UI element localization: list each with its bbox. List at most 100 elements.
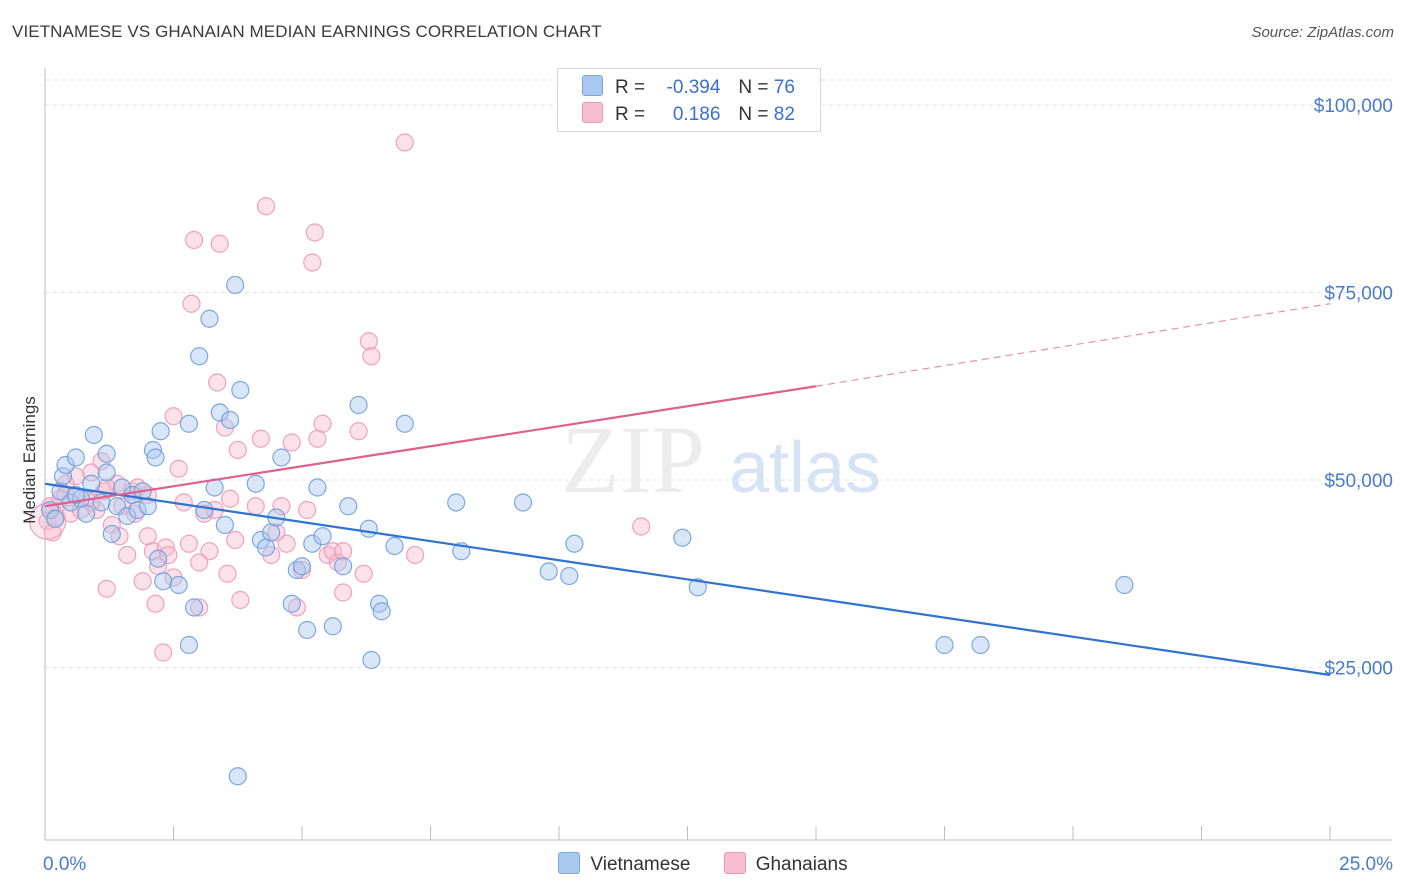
vietnamese-point — [349, 395, 368, 415]
vietnamese-point — [151, 422, 170, 441]
x-tick-label-min: 0.0% — [43, 854, 86, 875]
vietnamese-point — [339, 497, 358, 516]
vietnamese-point — [84, 425, 103, 445]
vietnamese-point — [200, 309, 219, 328]
ghanaians-point — [267, 523, 286, 542]
vietnamese-swatch — [558, 852, 581, 874]
vietnamese-point — [102, 524, 121, 544]
ghanaians-point — [118, 545, 137, 565]
vietnamese-point — [210, 403, 229, 422]
vietnamese-point — [220, 410, 240, 430]
ghanaians-point — [323, 542, 342, 561]
vietnamese-point — [118, 506, 137, 526]
vietnamese-point — [1115, 575, 1134, 595]
ghanaians-point — [359, 332, 378, 351]
ghanaians-point — [303, 253, 322, 272]
n-value: 76 — [773, 77, 795, 98]
correlation-legend: R = -0.394 N = 76 R = 0.186 N = 82 — [557, 68, 821, 132]
vietnamese-point — [303, 534, 322, 553]
vietnamese-point — [560, 566, 579, 586]
vietnamese-point — [246, 474, 265, 493]
vietnamese-point — [179, 414, 199, 433]
watermark-atlas: atlas — [729, 428, 881, 508]
legend-item-ghanaians[interactable]: Ghanaians — [723, 852, 848, 876]
ghanaians-point — [159, 545, 178, 565]
tick-labels: $25,000 $50,000 $75,000 $100,000 0.0% 25.0% — [43, 96, 1393, 875]
vietnamese-swatch — [582, 75, 603, 96]
ghanaians-point — [282, 433, 301, 452]
vietnamese-point — [673, 528, 692, 547]
ghanaians-point — [182, 294, 201, 313]
vietnamese-point — [138, 497, 157, 516]
vietnamese-point — [46, 509, 65, 529]
vietnamese-point — [292, 557, 312, 576]
vietnamese-point — [154, 572, 173, 591]
legend-label-vietnamese: Vietnamese — [590, 854, 691, 875]
vietnamese-point — [565, 534, 584, 553]
ghanaians-point — [169, 459, 188, 478]
ghanaians-swatch — [723, 852, 746, 874]
vietnamese-points — [41, 275, 1134, 786]
ghanaians-point — [200, 542, 219, 561]
vietnamese-point — [77, 504, 96, 523]
vietnamese-point — [323, 617, 342, 636]
legend-row-ghanaians: R = 0.186 N = 82 — [582, 102, 795, 128]
ghanaians-point — [220, 489, 240, 508]
source-label: Source: ZipAtlas.com — [1251, 24, 1394, 41]
y-tick-label: $50,000 — [1324, 471, 1393, 492]
axes — [44, 68, 1392, 841]
vietnamese-point — [97, 444, 116, 463]
vietnamese-point — [184, 598, 204, 617]
ghanaians-point — [349, 422, 368, 441]
ghanaians-point — [133, 572, 152, 591]
ghanaians-point — [354, 564, 373, 583]
y-tick-label: $100,000 — [1314, 96, 1393, 117]
vietnamese-point — [56, 455, 75, 475]
vietnamese-point — [272, 448, 291, 467]
ghanaians-point — [146, 594, 165, 613]
vietnamese-point — [385, 536, 404, 556]
vietnamese-point — [195, 500, 214, 520]
ghanaians-point — [226, 530, 245, 550]
y-tick-label: $25,000 — [1324, 659, 1393, 680]
legend-item-vietnamese[interactable]: Vietnamese — [558, 852, 690, 876]
ghanaians-points — [29, 133, 651, 662]
ghanaians-point — [256, 197, 276, 216]
ghanaians-point — [298, 500, 317, 520]
ghanaians-point — [179, 534, 199, 553]
ghanaians-point — [190, 553, 209, 572]
vietnamese-point — [66, 448, 85, 467]
ghanaians-point — [313, 414, 332, 433]
vietnamese-point — [372, 602, 391, 621]
r-label: R = — [615, 77, 646, 98]
legend-row-vietnamese: R = -0.394 N = 76 — [582, 75, 795, 101]
vietnamese-point — [395, 414, 414, 433]
ghanaians-point — [154, 643, 173, 662]
ghanaians-point — [231, 590, 250, 610]
legend-label-ghanaians: Ghanaians — [755, 854, 848, 875]
vietnamese-point — [334, 557, 353, 576]
n-label: N = — [738, 77, 769, 98]
vietnamese-point — [179, 635, 199, 655]
ghanaians-point — [184, 230, 204, 250]
vietnamese-point — [359, 519, 378, 538]
ghanaians-trend-line — [44, 385, 817, 508]
vietnamese-point — [228, 767, 247, 786]
ghanaians-point — [334, 542, 353, 561]
ghanaians-trend-extension — [815, 303, 1331, 387]
ghanaians-point — [305, 223, 324, 242]
ghanaians-point — [362, 347, 381, 366]
vietnamese-trend-line — [44, 482, 1331, 677]
ghanaians-point — [210, 234, 229, 253]
watermark-zip: ZIP — [561, 406, 705, 513]
vietnamese-point — [513, 493, 533, 512]
n-value: 82 — [773, 104, 795, 125]
vietnamese-point — [215, 515, 234, 535]
trend-lines — [44, 303, 1331, 677]
vietnamese-point — [146, 448, 165, 467]
vietnamese-point — [53, 467, 73, 486]
vietnamese-point — [66, 485, 85, 505]
vietnamese-point — [97, 463, 116, 482]
vietnamese-point — [298, 620, 317, 640]
